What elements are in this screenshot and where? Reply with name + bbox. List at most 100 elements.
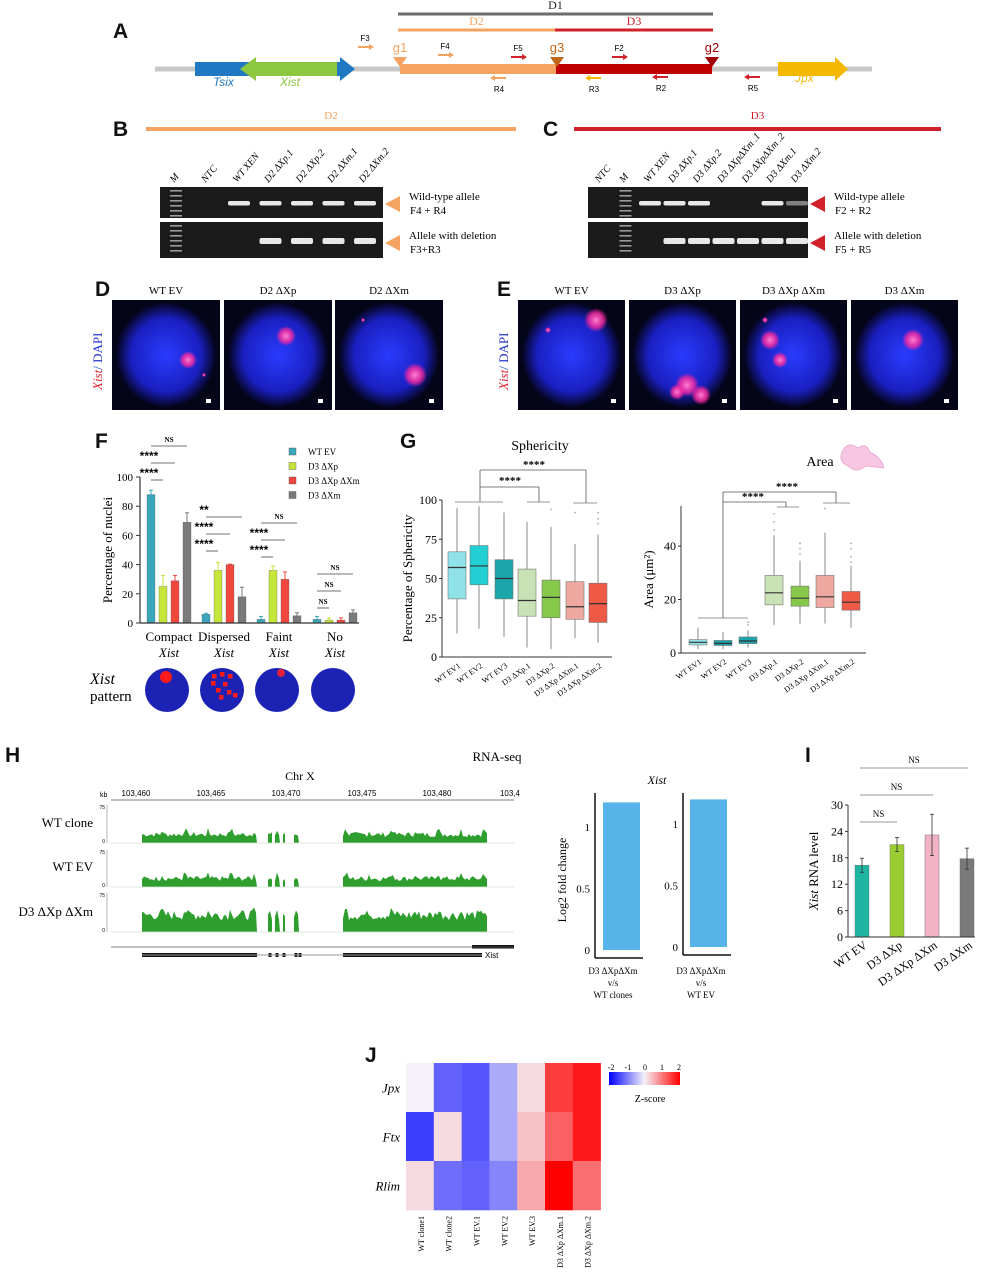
panel_b-gel — [146, 127, 516, 258]
heatmap-cell — [406, 1063, 435, 1113]
dna-band — [228, 201, 250, 206]
ladder-band — [619, 205, 632, 207]
heatmap-cell — [517, 1112, 546, 1162]
dna-band — [322, 201, 345, 206]
dispersed-xist-spot — [211, 681, 216, 686]
dna-band — [291, 201, 313, 206]
heatmap-cell — [517, 1161, 546, 1211]
box — [841, 591, 861, 611]
box — [790, 585, 810, 607]
coverage-area — [268, 878, 272, 887]
significance-label: NS — [165, 436, 174, 444]
y-tick-label: 1 — [585, 822, 591, 834]
heatmap-cell — [433, 1112, 462, 1162]
forward-primer-arrow — [358, 44, 374, 50]
lane-label: D2 ΔXp.2 — [293, 148, 327, 186]
panel-label-F: F — [95, 430, 108, 453]
dispersed-xist-spot — [223, 682, 228, 687]
bar — [280, 579, 290, 624]
chart-xist-level: Xist RNA level — [806, 831, 975, 938]
band-primer-label: F4 + R4 — [410, 205, 447, 217]
comparison-label: WT EV — [687, 990, 716, 1000]
y-tick-label: 20 — [122, 589, 134, 601]
colorbar-tick-label: 0 — [643, 1063, 647, 1072]
heatmap-cell — [406, 1161, 435, 1211]
coverage-area — [142, 907, 257, 932]
box — [541, 579, 561, 619]
jpx-gene-arrow — [778, 57, 848, 81]
significance-label: NS — [331, 564, 340, 572]
track-label: WT EV — [52, 859, 93, 874]
outlier — [747, 621, 749, 624]
ladder-band — [619, 225, 632, 227]
xist-signal — [772, 352, 788, 368]
chart-title: RNA-seq — [472, 749, 522, 764]
y-tick-label: 30 — [831, 798, 843, 812]
dispersed-xist-spot — [219, 695, 224, 700]
lane-label: NTC — [592, 163, 613, 186]
row-label: Ftx — [382, 1130, 401, 1145]
significance-label: **** — [195, 520, 214, 534]
legend-swatch — [288, 491, 297, 499]
ladder-band — [619, 235, 632, 237]
outlier — [773, 537, 775, 539]
column-label: WT clone2 — [445, 1216, 454, 1252]
y-tick-label: 75 — [425, 532, 437, 546]
x-tick-label: WT EV2 — [699, 657, 728, 681]
outlier — [597, 517, 599, 520]
guide-g2-marker — [705, 57, 719, 67]
column-label: D3 ΔXp ΔXm.1 — [556, 1216, 565, 1268]
track-scale-max: 75 — [99, 850, 105, 856]
band-label: Wild-type allele — [834, 191, 905, 203]
bar — [603, 802, 640, 950]
ladder-band — [170, 235, 182, 237]
chart-G-sphericity — [447, 506, 608, 650]
gene-label: Xist — [485, 951, 499, 960]
row-label: Rlim — [374, 1179, 400, 1194]
heatmap-cell — [545, 1112, 574, 1162]
chart-heatmap — [406, 1063, 680, 1211]
coverage-area — [343, 907, 487, 932]
x-tick-label: WT EV2 — [455, 661, 484, 685]
dapi-channel: / DAPI — [90, 333, 105, 370]
nucleus-area-icon — [840, 444, 885, 471]
image-label: D2 ΔXm — [369, 285, 409, 297]
significance-label: **** — [523, 459, 546, 471]
heatmap-cell — [545, 1063, 574, 1113]
ladder-band — [170, 190, 182, 192]
image-label: D3 ΔXp ΔXm — [762, 285, 825, 297]
column-label: WT EV.1 — [473, 1216, 482, 1246]
track-scale-min: 0 — [102, 883, 105, 889]
y-tick-label: 24 — [831, 824, 843, 838]
chart-title: Sphericity — [511, 439, 569, 454]
y-axis-label: Percentage of Sphericity — [400, 514, 415, 642]
dna-band — [663, 238, 686, 244]
xist-signal — [179, 351, 197, 369]
box — [447, 551, 467, 600]
scale-bar — [722, 399, 727, 403]
y-axis-label: Xist RNA level — [806, 831, 821, 911]
heatmap-cell — [489, 1112, 518, 1162]
band-arrow-icon — [810, 196, 825, 212]
region-label: D3 — [627, 14, 642, 28]
y-tick-label: 18 — [831, 851, 843, 865]
outlier — [722, 632, 724, 634]
xist-signal — [691, 385, 711, 405]
significance-label: **** — [140, 466, 159, 480]
bar — [201, 614, 211, 624]
lane-label: M — [617, 171, 632, 186]
xist-signal — [760, 330, 780, 350]
band-arrow-icon — [385, 235, 400, 251]
guide-g3-marker — [550, 57, 564, 67]
xist-pattern-nucleus — [145, 668, 189, 712]
outlier — [550, 508, 552, 511]
outlier — [747, 624, 749, 626]
xist-signal — [361, 318, 365, 322]
panel-label-B: B — [113, 118, 128, 141]
x-tick-label: D3 ΔXm — [931, 938, 975, 975]
comparison-label: WT clones — [593, 990, 633, 1000]
significance-label: **** — [776, 481, 799, 493]
bar — [854, 865, 870, 938]
colorbar-label: Z-score — [635, 1094, 666, 1105]
significance-label: NS — [319, 598, 328, 606]
